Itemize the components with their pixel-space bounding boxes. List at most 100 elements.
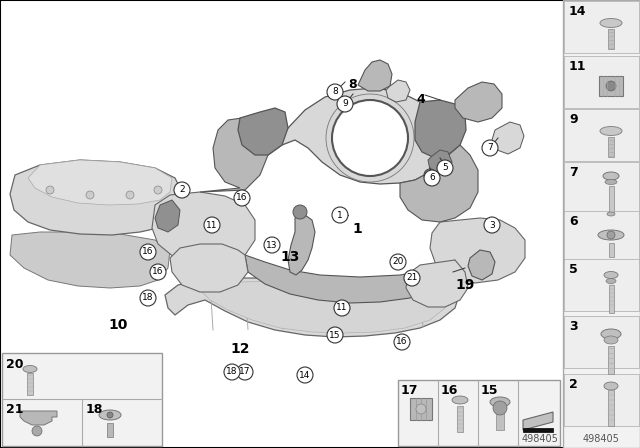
- Circle shape: [327, 327, 343, 343]
- Text: 11: 11: [206, 220, 218, 229]
- Polygon shape: [415, 100, 466, 158]
- Polygon shape: [238, 108, 288, 155]
- Text: 6: 6: [429, 173, 435, 182]
- Text: 17: 17: [401, 384, 419, 397]
- Bar: [564, 1, 639, 53]
- FancyBboxPatch shape: [599, 76, 623, 96]
- Bar: [608, 29, 614, 49]
- Circle shape: [264, 237, 280, 253]
- Circle shape: [493, 401, 507, 415]
- Polygon shape: [386, 80, 410, 102]
- Bar: [564, 316, 639, 368]
- Circle shape: [237, 364, 253, 380]
- Circle shape: [234, 190, 250, 206]
- Circle shape: [154, 186, 162, 194]
- Bar: [564, 56, 639, 108]
- Bar: [564, 211, 639, 263]
- Circle shape: [126, 191, 134, 199]
- Polygon shape: [455, 82, 502, 122]
- Polygon shape: [358, 60, 392, 91]
- Bar: [608, 137, 614, 157]
- Text: 16: 16: [152, 267, 164, 276]
- Ellipse shape: [604, 336, 618, 344]
- Bar: [564, 374, 639, 426]
- Ellipse shape: [601, 329, 621, 339]
- Text: 4: 4: [416, 93, 425, 106]
- Text: 6: 6: [569, 215, 578, 228]
- Circle shape: [482, 140, 498, 156]
- Circle shape: [337, 96, 353, 112]
- Text: 5: 5: [442, 164, 448, 172]
- Text: 17: 17: [239, 367, 251, 376]
- Circle shape: [334, 300, 350, 316]
- Text: 498405: 498405: [521, 434, 558, 444]
- Ellipse shape: [23, 366, 37, 372]
- Ellipse shape: [598, 230, 624, 240]
- Text: 20: 20: [6, 358, 24, 371]
- Circle shape: [150, 264, 166, 280]
- Circle shape: [606, 81, 616, 91]
- Bar: [609, 186, 614, 212]
- Circle shape: [394, 334, 410, 350]
- Text: 5: 5: [569, 263, 578, 276]
- Circle shape: [86, 191, 94, 199]
- Circle shape: [424, 169, 436, 181]
- Circle shape: [293, 205, 307, 219]
- Polygon shape: [406, 260, 468, 307]
- Text: 13: 13: [266, 241, 278, 250]
- Ellipse shape: [604, 382, 618, 390]
- Text: 9: 9: [342, 99, 348, 108]
- Polygon shape: [170, 244, 248, 292]
- Polygon shape: [28, 160, 172, 205]
- Text: 16: 16: [236, 194, 248, 202]
- Polygon shape: [10, 232, 170, 288]
- Ellipse shape: [99, 410, 121, 420]
- Text: 3: 3: [489, 220, 495, 229]
- Polygon shape: [200, 118, 268, 192]
- FancyBboxPatch shape: [410, 398, 432, 420]
- Text: 11: 11: [569, 60, 586, 73]
- Polygon shape: [10, 160, 182, 235]
- Text: 2: 2: [569, 378, 578, 391]
- Text: 7: 7: [569, 166, 578, 179]
- Ellipse shape: [603, 172, 619, 180]
- Circle shape: [204, 217, 220, 233]
- Text: 15: 15: [329, 331, 340, 340]
- Text: 10: 10: [108, 318, 127, 332]
- Polygon shape: [245, 255, 455, 303]
- Ellipse shape: [452, 396, 468, 404]
- Circle shape: [140, 244, 156, 260]
- Polygon shape: [152, 192, 255, 264]
- Polygon shape: [268, 88, 442, 184]
- Text: 2: 2: [179, 185, 185, 194]
- Ellipse shape: [600, 18, 622, 27]
- Circle shape: [404, 270, 420, 286]
- Ellipse shape: [606, 279, 616, 284]
- Text: 3: 3: [569, 320, 578, 333]
- Bar: [523, 428, 553, 432]
- Text: 20: 20: [392, 258, 404, 267]
- Bar: [564, 162, 639, 214]
- Circle shape: [327, 84, 343, 100]
- Ellipse shape: [605, 180, 617, 185]
- Circle shape: [437, 160, 453, 176]
- Circle shape: [32, 426, 42, 436]
- Text: 16: 16: [396, 337, 408, 346]
- Bar: [496, 410, 504, 430]
- Polygon shape: [468, 250, 495, 280]
- Text: 16: 16: [142, 247, 154, 257]
- Bar: [457, 406, 463, 432]
- Text: 19: 19: [455, 278, 474, 292]
- Bar: [609, 243, 614, 257]
- Text: 13: 13: [280, 250, 300, 264]
- Polygon shape: [430, 218, 525, 283]
- Text: 11: 11: [336, 303, 348, 313]
- Circle shape: [140, 290, 156, 306]
- Polygon shape: [288, 215, 315, 275]
- Bar: [564, 259, 639, 311]
- Circle shape: [484, 217, 500, 233]
- Bar: [608, 346, 614, 374]
- Polygon shape: [165, 278, 460, 337]
- Bar: [107, 423, 113, 437]
- Bar: [564, 109, 639, 161]
